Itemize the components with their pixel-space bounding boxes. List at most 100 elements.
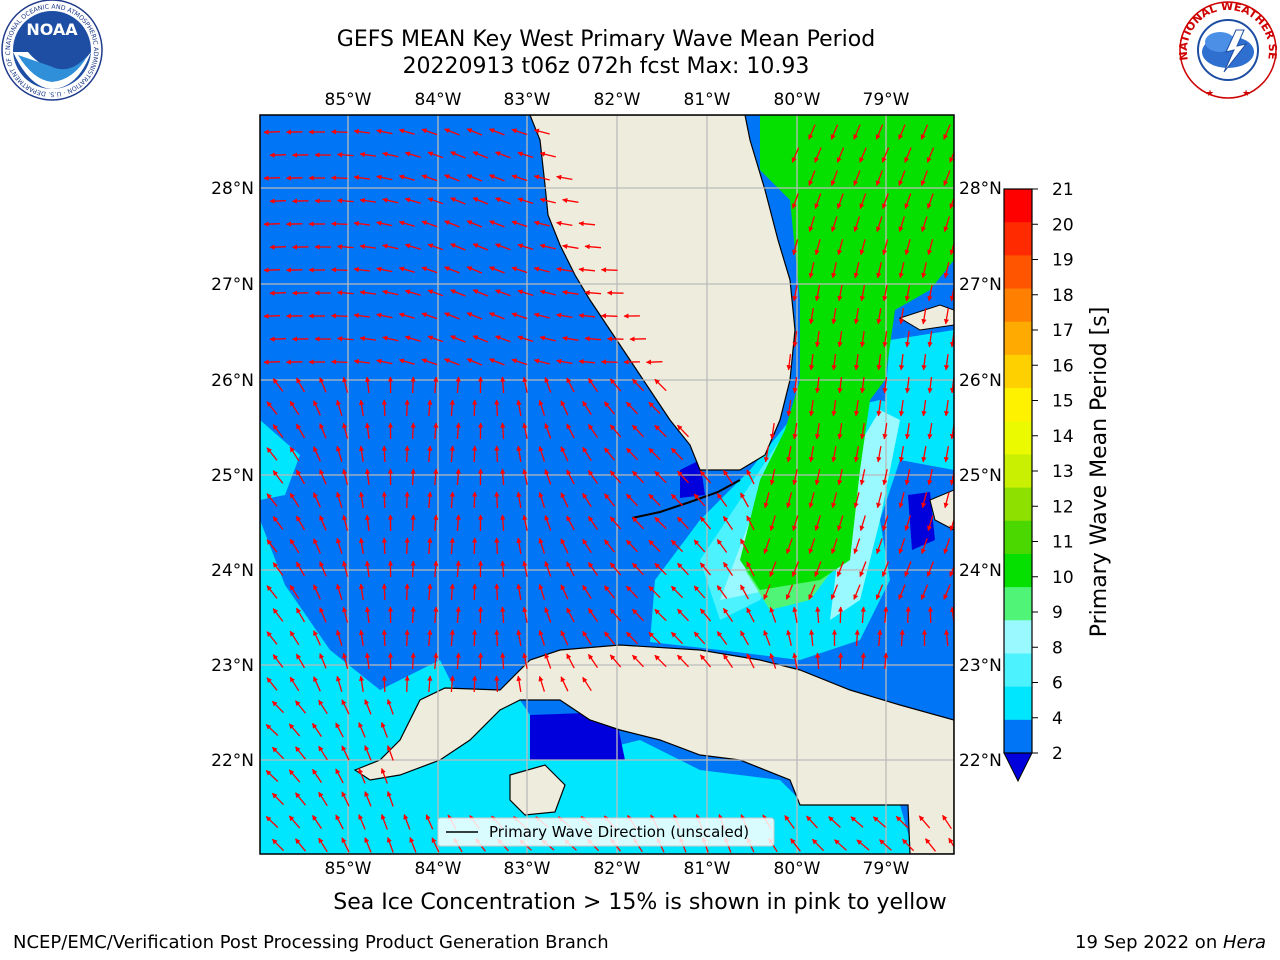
wave-arrow	[790, 838, 801, 852]
wave-arrow	[927, 331, 933, 348]
wave-arrow	[427, 675, 433, 693]
wave-arrow	[538, 629, 546, 646]
ocean-4-6s-south	[260, 520, 954, 854]
wave-arrow	[556, 266, 573, 273]
wave-arrow	[336, 244, 354, 250]
wave-arrow	[336, 336, 354, 342]
wave-arrow	[359, 197, 376, 204]
wave-arrow	[699, 608, 712, 622]
wave-arrow	[494, 537, 500, 555]
wave-arrow	[311, 768, 323, 783]
wave-arrow	[404, 197, 421, 204]
colorbar-tick-label: 9	[1052, 603, 1063, 623]
wave-arrow	[920, 124, 929, 140]
wave-arrow	[376, 266, 393, 273]
wave-arrow	[449, 629, 455, 647]
wave-arrow	[382, 151, 399, 158]
wave-arrow	[584, 336, 602, 342]
legend-box	[437, 817, 775, 847]
wave-arrow	[746, 607, 755, 623]
wave-arrow	[330, 313, 348, 319]
wave-arrow	[319, 423, 327, 439]
wave-arrow	[746, 653, 755, 669]
wave-arrow	[784, 815, 795, 829]
lat-label-left: 24°N	[211, 561, 254, 581]
wave-arrow	[632, 562, 644, 576]
wave-arrow	[489, 312, 505, 320]
colorbar-segment	[1004, 255, 1032, 290]
wave-arrow	[382, 335, 399, 342]
wave-arrow	[335, 722, 344, 738]
land-bahamas	[929, 489, 954, 531]
wave-arrow	[921, 492, 928, 509]
wave-arrow	[427, 335, 444, 343]
wave-arrow	[455, 514, 461, 532]
wave-arrow	[837, 239, 844, 256]
wave-arrow	[898, 538, 906, 555]
wave-arrow	[769, 469, 776, 486]
wave-arrow	[898, 584, 906, 600]
wave-arrow	[376, 358, 393, 365]
wave-arrow	[538, 399, 546, 416]
wave-arrow	[444, 266, 460, 274]
lat-label-left: 26°N	[211, 371, 254, 391]
wave-arrow	[740, 584, 749, 600]
wave-arrow	[359, 151, 376, 158]
wave-arrow	[272, 378, 284, 392]
wave-arrow	[381, 537, 387, 555]
wave-arrow	[792, 239, 799, 256]
wave-arrow	[927, 515, 934, 532]
wave-arrow	[444, 358, 460, 366]
wave-arrow	[927, 469, 933, 486]
wave-arrow	[266, 493, 278, 507]
wave-arrow	[410, 376, 416, 394]
wave-arrow	[746, 515, 755, 531]
wave-arrow	[587, 377, 599, 392]
wave-arrow	[398, 220, 415, 227]
wave-arrow	[288, 723, 301, 737]
wave-arrow	[763, 538, 771, 555]
wave-arrow	[494, 399, 500, 417]
wave-arrow	[949, 517, 954, 532]
colorbar-tick-label: 4	[1052, 709, 1063, 729]
wave-arrow	[342, 652, 349, 669]
wave-arrow	[533, 358, 550, 365]
colorbar-tick-label: 11	[1052, 533, 1074, 553]
wave-arrow	[921, 400, 927, 417]
wave-arrow	[949, 284, 954, 302]
wave-arrow	[943, 492, 950, 509]
wave-arrow	[853, 124, 861, 140]
wave-arrow	[582, 492, 592, 508]
wave-arrow	[494, 491, 500, 509]
wave-arrow	[853, 216, 861, 233]
wave-arrow	[722, 469, 734, 484]
wave-arrow	[654, 608, 667, 622]
wave-arrow	[336, 537, 343, 554]
wave-arrow	[648, 539, 661, 553]
wave-arrow	[365, 468, 371, 485]
wave-arrow	[538, 583, 546, 600]
wave-arrow	[517, 151, 534, 159]
lon-label-bottom: 85°W	[325, 859, 372, 879]
wave-arrow	[587, 561, 599, 576]
wave-arrow	[836, 193, 844, 209]
wave-arrow	[269, 290, 287, 296]
wave-arrow	[330, 175, 348, 181]
wave-arrow	[566, 377, 575, 393]
wave-arrow	[364, 837, 372, 853]
wave-arrow	[603, 493, 616, 507]
colorbar-tick-label: 6	[1052, 674, 1063, 694]
wave-arrow	[289, 630, 300, 646]
wave-arrow	[876, 400, 882, 417]
wave-arrow	[539, 151, 556, 158]
wave-arrow	[626, 539, 638, 553]
colorbar-tick-label: 18	[1052, 286, 1074, 306]
wave-arrow	[336, 675, 343, 692]
wave-arrow	[511, 174, 528, 182]
wave-arrow	[336, 445, 343, 462]
wave-arrow	[455, 376, 461, 394]
wave-arrow	[311, 814, 323, 829]
colorbar-label: Primary Wave Mean Period [s]	[1087, 307, 1112, 638]
colorbar-tick-label: 8	[1052, 638, 1063, 658]
wave-arrow	[404, 243, 421, 250]
